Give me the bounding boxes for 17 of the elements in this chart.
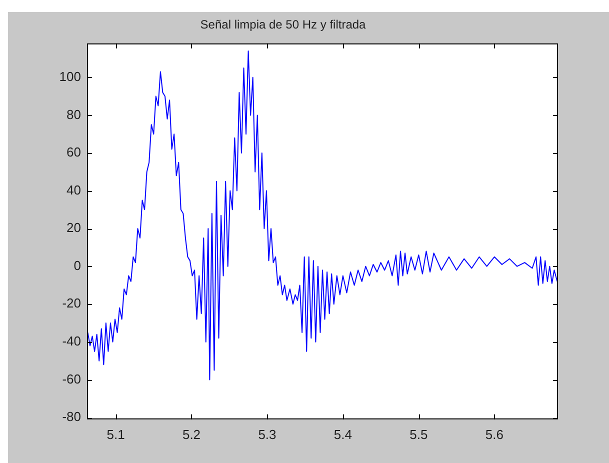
x-tick-label: 5.4 [334, 426, 352, 442]
y-tick-label: -60 [62, 371, 81, 386]
x-tick-label: 5.3 [258, 426, 276, 442]
y-tick-label: 0 [74, 258, 81, 273]
y-tick-label: 100 [59, 68, 81, 84]
y-tick-label: 60 [66, 144, 81, 160]
x-tick-label: 5.6 [485, 426, 504, 442]
y-tick-label: -80 [62, 409, 81, 424]
y-tick-label: -20 [62, 296, 81, 311]
x-tick-label: 5.1 [106, 426, 125, 442]
y-tick-label: 80 [66, 106, 81, 122]
y-tick-label: 20 [66, 220, 81, 236]
y-tick-label: 40 [66, 182, 81, 198]
x-tick-label: 5.2 [182, 426, 201, 442]
x-tick-label: 5.5 [410, 426, 428, 442]
chart-title: Señal limpia de 50 Hz y filtrada [200, 18, 366, 32]
y-tick-label: -40 [62, 334, 81, 349]
